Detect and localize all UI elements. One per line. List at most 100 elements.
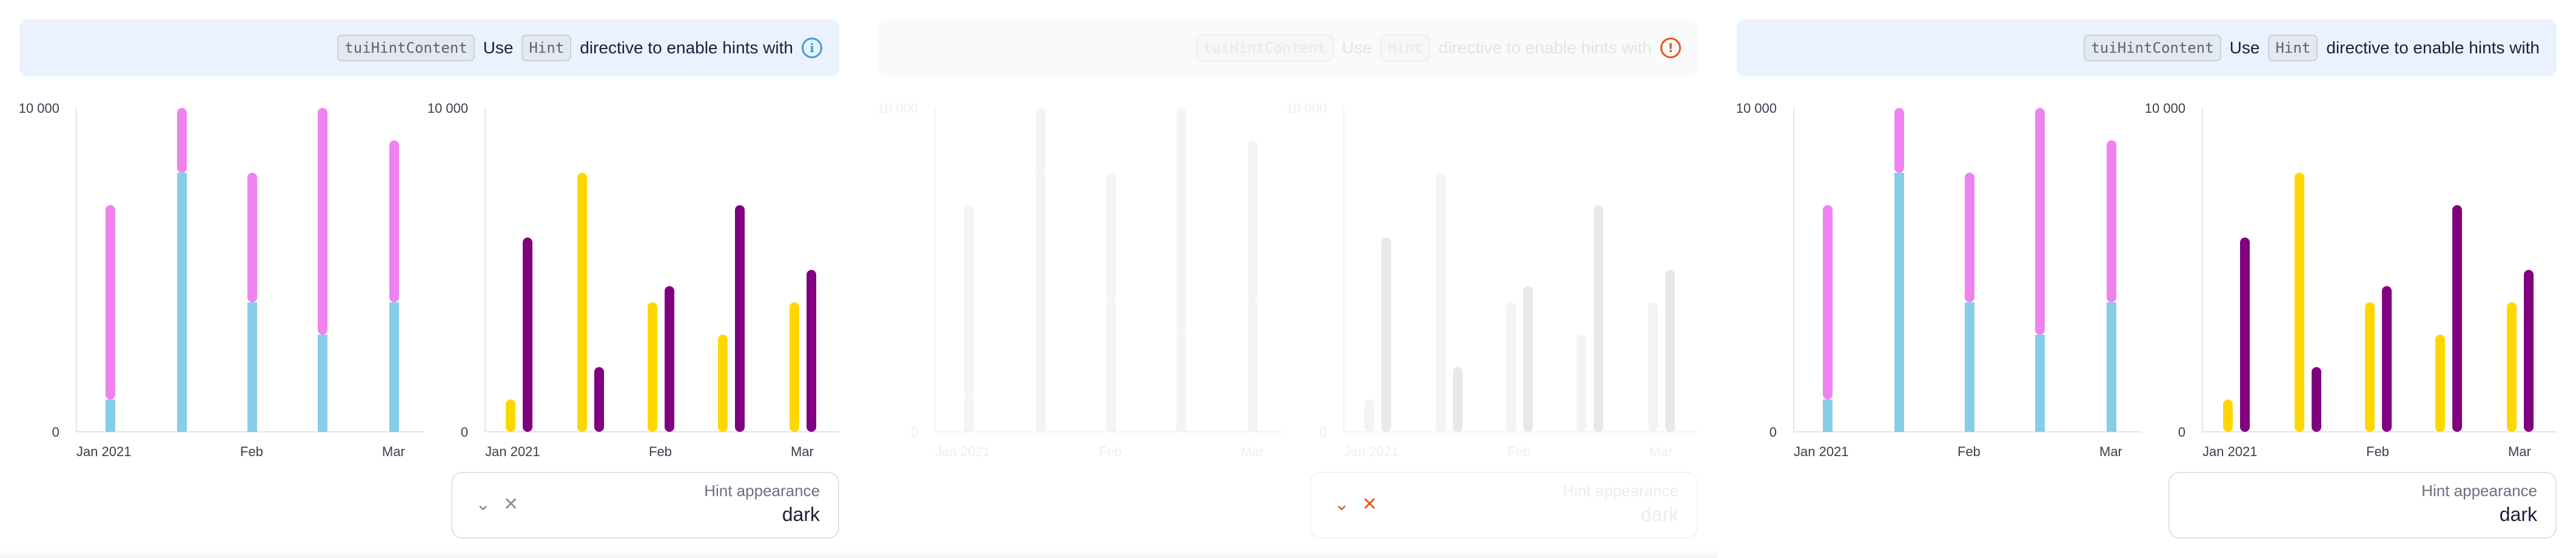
y-tick-label: 0	[52, 425, 59, 440]
y-tick-label: 0	[1769, 425, 1777, 440]
bar[interactable]	[735, 205, 745, 432]
bar[interactable]	[648, 302, 657, 432]
bar[interactable]	[577, 172, 587, 432]
bar-segment[interactable]	[1176, 108, 1186, 335]
bar-segment[interactable]	[1248, 302, 1258, 432]
bar[interactable]	[1577, 334, 1586, 432]
x-tick-label: Feb	[649, 444, 672, 459]
x-tick-label: Jan 2021	[76, 444, 132, 459]
banner-text-use: Use	[1341, 38, 1372, 57]
bar-segment[interactable]	[1036, 108, 1045, 173]
bar[interactable]	[523, 237, 532, 432]
x-tick-label: Mar	[2099, 444, 2122, 459]
bar[interactable]	[1594, 205, 1603, 432]
hint-appearance-select[interactable]: Hint appearance dark	[2168, 472, 2557, 539]
alert-icon[interactable]: !	[1660, 38, 1681, 58]
bar-segment[interactable]	[247, 302, 257, 432]
clear-icon[interactable]: ✕	[1362, 494, 1378, 515]
x-tick-label: Feb	[240, 444, 263, 459]
chevron-down-icon[interactable]: ⌄	[475, 494, 491, 515]
bar[interactable]	[790, 302, 799, 432]
bar-segment[interactable]	[2107, 140, 2116, 303]
bar[interactable]	[1381, 237, 1391, 432]
bar-segment[interactable]	[1823, 399, 1833, 432]
bar[interactable]	[2452, 205, 2462, 432]
bar-segment[interactable]	[106, 205, 115, 400]
x-tick-label: Feb	[1508, 444, 1531, 459]
bar[interactable]	[1665, 270, 1675, 432]
bar[interactable]	[2382, 286, 2392, 432]
bar-segment[interactable]	[1176, 334, 1186, 432]
bar[interactable]	[1523, 286, 1533, 432]
bar-segment[interactable]	[1248, 140, 1258, 303]
bar-segment[interactable]	[389, 302, 399, 432]
x-tick-label: Jan 2021	[1794, 444, 1849, 459]
bar-segment[interactable]	[177, 172, 187, 432]
hint-banner: tuiHintContent Use Hint directive to ena…	[19, 19, 839, 76]
x-tick-label: Feb	[2366, 444, 2389, 459]
x-tick-label: Mar	[382, 444, 405, 459]
bar-segment[interactable]	[2035, 108, 2045, 335]
x-tick-label: Mar	[1241, 444, 1264, 459]
x-tick-label: Jan 2021	[485, 444, 540, 459]
bar[interactable]	[1364, 399, 1374, 432]
bar[interactable]	[718, 334, 728, 432]
bar-segment[interactable]	[389, 140, 399, 303]
code-tag-hint-content: tuiHintContent	[1196, 35, 1333, 61]
bar-segment[interactable]	[2035, 334, 2045, 432]
banner-text: directive to enable hints with	[2326, 38, 2540, 57]
panel-disabled: tuiHintContent Use Hint directive to ena…	[859, 0, 1717, 558]
charts-svg: 10 000 0 Jan 2021 Feb Mar 10 000 0 Jan 2021 Feb M…	[19, 101, 839, 459]
code-tag-hint: Hint	[2268, 35, 2318, 61]
bar-segment[interactable]	[1894, 108, 1904, 173]
y-tick-label: 0	[461, 425, 468, 440]
bar[interactable]	[2524, 270, 2534, 432]
bar-segment[interactable]	[1106, 172, 1116, 303]
x-tick-label: Jan 2021	[2202, 444, 2258, 459]
chart-2: 10 000 0 Jan 2021 Feb Mar	[1286, 101, 1698, 459]
hint-appearance-select[interactable]: ⌄ ✕ Hint appearance dark	[451, 472, 839, 539]
bar[interactable]	[2240, 237, 2250, 432]
bar[interactable]	[1506, 302, 1516, 432]
bar-segment[interactable]	[318, 108, 327, 335]
bar-segment[interactable]	[1106, 302, 1116, 432]
bar[interactable]	[506, 399, 515, 432]
banner-text: directive to enable hints with	[580, 38, 793, 57]
bar-segment[interactable]	[177, 108, 187, 173]
chevron-down-icon[interactable]: ⌄	[1334, 494, 1350, 515]
clear-icon[interactable]: ✕	[503, 494, 519, 515]
bar-segment[interactable]	[1894, 172, 1904, 432]
charts-svg: 10 000 0 Jan 2021 Feb Mar 10 000 0 Jan 2021 Feb M…	[1736, 101, 2557, 459]
bar[interactable]	[2295, 172, 2304, 432]
bar[interactable]	[807, 270, 816, 432]
bar[interactable]	[2435, 334, 2445, 432]
bar[interactable]	[1453, 367, 1463, 432]
x-tick-label: Feb	[1099, 444, 1122, 459]
hint-appearance-select[interactable]: ⌄ ✕ Hint appearance dark	[1310, 472, 1698, 539]
bar-segment[interactable]	[964, 399, 974, 432]
bar-segment[interactable]	[1965, 302, 1974, 432]
hint-appearance-value: dark	[1640, 503, 1679, 525]
bar[interactable]	[2312, 367, 2321, 432]
bar-segment[interactable]	[106, 399, 115, 432]
bar-segment[interactable]	[247, 172, 257, 303]
bar[interactable]	[2223, 399, 2233, 432]
bar[interactable]	[2365, 302, 2375, 432]
bar[interactable]	[594, 367, 604, 432]
bar-segment[interactable]	[1965, 172, 1974, 303]
info-icon[interactable]: i	[802, 38, 822, 58]
bar[interactable]	[1436, 172, 1446, 432]
y-tick-label: 10 000	[2145, 101, 2185, 116]
bar-segment[interactable]	[2107, 302, 2116, 432]
bar[interactable]	[1648, 302, 1658, 432]
banner-text-use: Use	[483, 38, 514, 57]
bar-segment[interactable]	[318, 334, 327, 432]
y-tick-label: 0	[1320, 425, 1327, 440]
bar-segment[interactable]	[1036, 172, 1045, 432]
bar[interactable]	[2507, 302, 2517, 432]
bar-segment[interactable]	[964, 205, 974, 400]
bar-segment[interactable]	[1823, 205, 1833, 400]
panel-divider	[859, 550, 1717, 558]
bar[interactable]	[665, 286, 674, 432]
hint-appearance-value: dark	[2499, 503, 2537, 525]
